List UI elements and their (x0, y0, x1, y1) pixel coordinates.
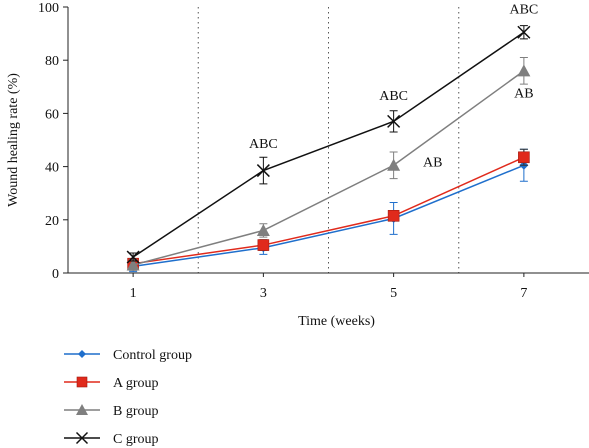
y-tick-label: 60 (45, 107, 59, 122)
axes: 0 20 40 60 80 100 1 3 5 7 Time (weeks) Wound healin… (6, 1, 589, 329)
legend-label: A group (113, 376, 159, 391)
significance-label: ABC (509, 3, 538, 18)
significance-label: AB (423, 156, 442, 171)
series-line (132, 70, 525, 266)
series-line (133, 156, 525, 265)
significance-label: ABC (379, 89, 408, 104)
series-layer (126, 25, 531, 273)
series-line (133, 164, 525, 268)
legend-item: Control group (64, 348, 192, 363)
data-point (257, 239, 270, 251)
legend-label: Control group (113, 348, 192, 363)
legend-marker (76, 404, 88, 415)
significance-label: ABC (249, 137, 278, 152)
legend-item: C group (64, 431, 159, 447)
series-b-group (126, 57, 531, 271)
data-point (256, 223, 270, 236)
legend-label: B group (113, 404, 159, 419)
x-tick-label: 3 (260, 286, 267, 301)
data-point (126, 258, 140, 271)
series-c-group (126, 25, 531, 264)
data-point (518, 151, 530, 164)
legend-label: C group (113, 432, 159, 447)
series-line (132, 31, 525, 258)
x-tick-label: 1 (130, 286, 137, 301)
legend-item: B group (64, 404, 159, 419)
annotation-layer: ABC ABC ABC AB AB (249, 3, 538, 171)
data-point (256, 164, 270, 178)
y-axis-title: Wound healing rate (%) (6, 73, 21, 207)
legend-item: A group (64, 376, 159, 391)
legend-marker (78, 350, 86, 358)
data-point (517, 64, 531, 77)
y-tick-label: 100 (38, 1, 59, 16)
y-tick-label: 40 (45, 161, 59, 176)
y-tick-label: 20 (45, 214, 59, 229)
y-tick-label: 0 (52, 267, 59, 282)
x-tick-label: 7 (520, 286, 527, 301)
data-point (126, 250, 140, 264)
x-tick-label: 5 (390, 286, 397, 301)
legend-marker (76, 376, 88, 388)
significance-label: AB (514, 86, 533, 101)
x-axis-title: Time (weeks) (298, 314, 375, 329)
data-point (387, 114, 401, 128)
legend-marker (75, 431, 89, 445)
data-point (517, 25, 531, 39)
data-point (387, 210, 400, 222)
y-tick-label: 80 (45, 54, 59, 69)
legend: Control group A group B group C group (64, 348, 192, 447)
data-point (387, 158, 401, 171)
